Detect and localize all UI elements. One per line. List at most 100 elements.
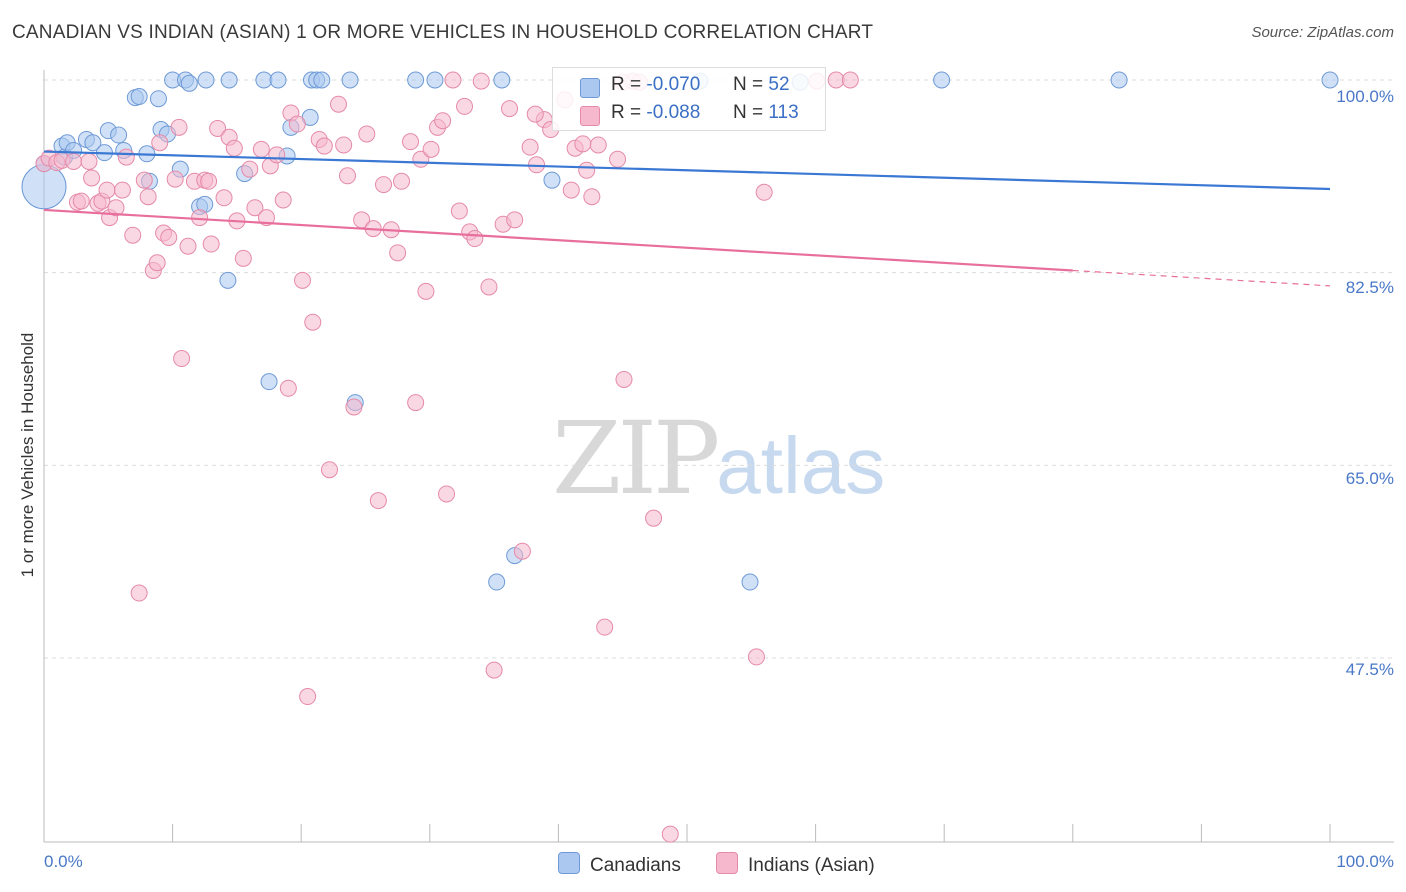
indians-point-53 xyxy=(315,137,333,155)
indians-point-29 xyxy=(191,209,209,227)
indians-point-107 xyxy=(841,71,859,89)
indians-point-16 xyxy=(124,226,142,244)
canadians-point-33 xyxy=(313,71,331,89)
indians-point-92 xyxy=(562,181,580,199)
canadians-point-48 xyxy=(933,71,951,89)
indians-point-66 xyxy=(393,172,411,190)
indians-point-82 xyxy=(485,661,503,679)
canadians-point-36 xyxy=(407,71,425,89)
indians-point-15 xyxy=(117,148,135,166)
indians-point-38 xyxy=(234,249,252,267)
indians-point-42 xyxy=(257,209,275,227)
indians-point-85 xyxy=(506,211,524,229)
source-label[interactable]: Source: ZipAtlas.com xyxy=(1251,24,1394,41)
indians-point-103 xyxy=(661,825,679,843)
indians-point-57 xyxy=(338,167,356,185)
chart-title: CANADIAN VS INDIAN (ASIAN) 1 OR MORE VEH… xyxy=(12,22,874,43)
canadians-point-38 xyxy=(493,71,511,89)
indians-point-87 xyxy=(521,138,539,156)
y-tick-label-100: 100.0% xyxy=(1336,87,1394,106)
indians-point-40 xyxy=(246,199,264,217)
indians-point-104 xyxy=(747,648,765,666)
indians-swatch xyxy=(580,106,600,126)
canadians-point-39 xyxy=(219,271,237,289)
indians-point-35 xyxy=(225,139,243,157)
indians-point-76 xyxy=(450,202,468,220)
legend-r-indians: R = -0.088 xyxy=(611,102,701,123)
x-tick-label-0: 0.0% xyxy=(44,852,83,871)
indians-point-81 xyxy=(480,278,498,296)
indians-point-58 xyxy=(345,398,363,416)
indians-point-19 xyxy=(139,188,157,206)
canadians-point-22 xyxy=(180,74,198,92)
indians-point-36 xyxy=(215,189,233,207)
y-tick-label-47-5: 47.5% xyxy=(1345,660,1394,679)
indians-point-7 xyxy=(80,152,98,170)
canadians-point-24 xyxy=(197,71,215,89)
y-axis-title: 1 or more Vehicles in Household xyxy=(18,332,37,578)
indians-point-73 xyxy=(434,112,452,130)
legend-item-canadians[interactable]: Canadians xyxy=(558,852,681,877)
indians-point-110 xyxy=(526,105,544,123)
watermark-atlas: atlas xyxy=(716,421,886,510)
indians-point-31 xyxy=(200,172,218,190)
indians-point-86 xyxy=(513,542,531,560)
indians-point-74 xyxy=(438,485,456,503)
indians-point-67 xyxy=(402,133,420,151)
canadians-point-46 xyxy=(741,573,759,591)
indians-point-21 xyxy=(148,254,166,272)
indians-point-112 xyxy=(151,134,169,152)
canadians-point-43 xyxy=(488,573,506,591)
canadians-point-27 xyxy=(255,71,273,89)
indians-point-54 xyxy=(320,461,338,479)
indians-point-65 xyxy=(389,244,407,262)
y-tick-label-82-5: 82.5% xyxy=(1345,278,1394,297)
canadians-point-40 xyxy=(260,373,278,391)
indians-point-11 xyxy=(98,181,116,199)
indians-point-51 xyxy=(304,313,322,331)
indians-point-50 xyxy=(299,688,317,706)
x-tick-label-100: 100.0% xyxy=(1336,852,1394,871)
indians-point-39 xyxy=(241,160,259,178)
canadians-point-10 xyxy=(110,126,128,144)
indians-point-96 xyxy=(589,136,607,154)
canadians-swatch xyxy=(580,78,600,98)
indians-point-68 xyxy=(407,394,425,412)
canadians-point-28 xyxy=(269,71,287,89)
indians-point-97 xyxy=(596,618,614,636)
indians-point-80 xyxy=(472,72,490,90)
indians-point-24 xyxy=(166,170,184,188)
indians-point-99 xyxy=(615,370,633,388)
canadians-point-50 xyxy=(1321,71,1339,89)
indians-point-102 xyxy=(645,509,663,527)
canadians-point-35 xyxy=(341,71,359,89)
indians-point-18 xyxy=(135,171,153,189)
legend-r-canadians: R = -0.070 xyxy=(611,74,701,95)
indians-point-32 xyxy=(202,235,220,253)
indians-point-111 xyxy=(574,135,592,153)
indians-point-25 xyxy=(170,118,188,136)
indians-point-60 xyxy=(358,125,376,143)
watermark: ZIPatlas xyxy=(552,400,885,517)
correlation-legend: R = -0.070 N = 52 R = -0.088 N = 113 xyxy=(552,67,826,131)
canadians-point-13 xyxy=(130,88,148,106)
indians-point-70 xyxy=(417,282,435,300)
canadians-trend-line xyxy=(43,150,1331,191)
indians-point-6 xyxy=(72,192,90,210)
indians-point-62 xyxy=(369,492,387,510)
indians-point-98 xyxy=(609,150,627,168)
indians-point-77 xyxy=(456,97,474,115)
indians-point-56 xyxy=(335,136,353,154)
indians-point-41 xyxy=(252,140,270,158)
indians-trend-line xyxy=(43,208,1073,272)
canadians-point-7 xyxy=(84,134,102,152)
indians-point-94 xyxy=(578,161,596,179)
legend-item-indians[interactable]: Indians (Asian) xyxy=(716,852,875,877)
indians-point-105 xyxy=(755,183,773,201)
indians-point-79 xyxy=(466,230,484,248)
canadians-point-25 xyxy=(220,71,238,89)
indians-trend-extension xyxy=(1072,269,1331,287)
indians-point-48 xyxy=(288,115,306,133)
indians-point-17 xyxy=(130,584,148,602)
